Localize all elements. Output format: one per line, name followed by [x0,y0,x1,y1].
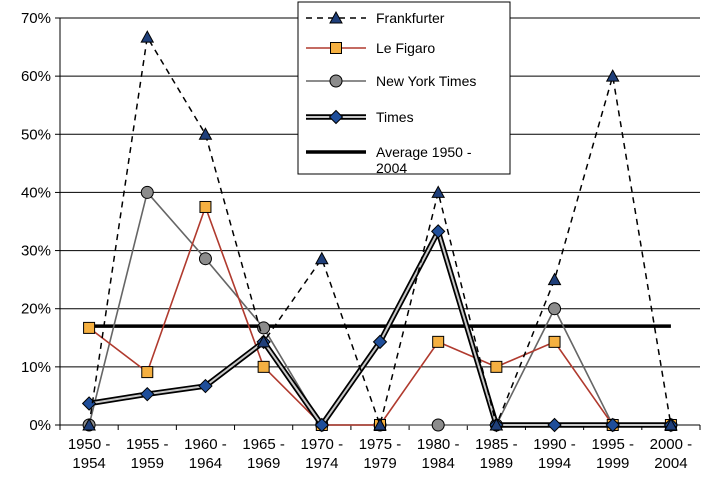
y-tick-label: 40% [21,184,51,201]
x-tick-label: 1955 -1959 [126,436,169,472]
y-tick-label: 50% [21,126,51,143]
data-point [547,417,562,433]
y-tick-label: 20% [21,301,51,318]
data-point [372,334,388,350]
legend-entry-frankfurter: Frankfurter [306,10,445,26]
y-tick-label: 70% [21,10,51,27]
data-point [432,335,445,348]
x-tick-label: 1990 -1994 [533,436,576,472]
legend-entry-le-figaro: Le Figaro [306,40,435,56]
data-point [605,69,620,82]
x-tick-label: 1950 -1954 [68,436,111,472]
y-tick-label: 30% [21,243,51,260]
legend-box [297,1,511,175]
data-point [141,366,154,379]
series-times [81,224,679,433]
legend-swatch-marker [328,109,344,125]
data-point [83,321,96,334]
legend-swatch-marker [329,74,343,88]
series-lines [81,30,679,433]
data-point [314,251,329,265]
legend-entry-average-1950-2004: Average 1950 -2004 [306,144,472,176]
legend-label: Le Figaro [376,40,435,56]
data-point [82,417,96,431]
data-point [430,224,446,239]
legend-swatch-marker [329,10,343,24]
x-tick-label: 2000 -2004 [650,436,693,472]
data-point [431,185,446,198]
series-line [88,35,672,428]
data-point [431,418,445,432]
x-tick-label: 1970 -1974 [301,436,344,472]
data-point [198,252,212,266]
data-point [140,185,154,199]
series-line [88,228,671,428]
legend-label: New York Times [376,73,476,89]
legend-label: Times [376,109,414,125]
y-tick-label: 60% [21,68,51,85]
legend: Frankfurter Le Figaro New York Times Times A… [297,1,511,176]
data-point [198,378,213,394]
x-tick-label: 1980 -1984 [417,436,460,472]
x-tick-label: 1960 -1964 [184,436,227,472]
x-tick-label: 1975 -1979 [359,436,402,472]
data-point [373,417,387,431]
legend-label: Average 1950 -2004 [376,144,472,176]
data-point [664,417,678,431]
series-le-figaro [83,200,677,431]
series-frankfurter [82,30,678,431]
x-tick-label: 1985 -1989 [475,436,518,472]
data-point [548,335,561,348]
y-tick-label: 10% [21,359,51,376]
data-point [547,272,562,286]
data-point [199,200,212,213]
data-point [314,417,330,433]
legend-swatch-marker [330,42,342,54]
legend-entry-times: Times [306,109,414,125]
y-tick-label: 0% [29,417,51,434]
x-axis-tick-labels: 1950 -1954 1955 -1959 1960 -1964 1965 -1969… [68,436,692,472]
x-tick-label: 1965 -1969 [242,436,285,472]
data-point [140,30,155,43]
data-point [489,417,504,431]
data-point [140,386,155,402]
y-axis-tick-labels: 0% 10% 20% 30% 40% 50% 60% 70% [21,10,51,434]
legend-entry-new-york-times: New York Times [306,73,476,89]
data-point [548,302,562,316]
data-point [605,417,620,433]
x-tick-label: 1995 -1999 [591,436,634,472]
data-point [257,360,270,373]
data-point [490,360,503,373]
series-line-inner [88,230,671,426]
data-point [198,127,213,140]
data-point [256,334,271,348]
legend-label: Frankfurter [376,10,445,26]
